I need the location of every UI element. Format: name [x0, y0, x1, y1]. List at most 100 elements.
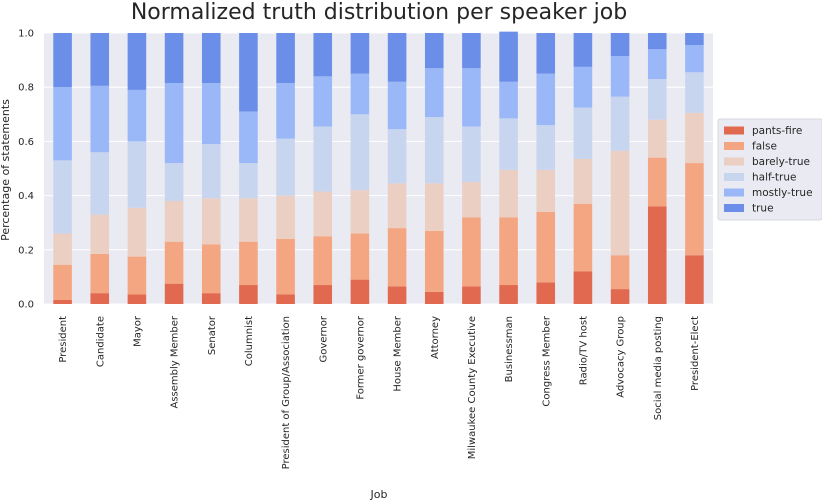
bar-segment-half-true: [127, 141, 147, 208]
legend-label-mostly-true: mostly-true: [752, 187, 813, 199]
x-tick-label: Former governor: [355, 315, 366, 400]
bar-segment-false: [499, 217, 518, 286]
legend-swatch-half-true: [724, 173, 744, 181]
bar-segment-true: [90, 33, 110, 86]
bar-segment-mostly-true: [387, 81, 407, 130]
bar-segment-pants-fire: [573, 271, 593, 304]
bar-segment-mostly-true: [685, 45, 704, 73]
bar-segment-mostly-true: [350, 73, 370, 115]
bar-segment-true: [536, 33, 556, 74]
y-axis-label: Percentage of statements: [0, 99, 12, 241]
bar-segment-true: [610, 33, 630, 57]
bar-segment-mostly-true: [90, 85, 110, 153]
bar-segment-mostly-true: [424, 68, 444, 118]
bar-segment-mostly-true: [647, 49, 667, 80]
bar-segment-pants-fire: [647, 206, 667, 304]
x-tick-label: Columnist: [244, 316, 255, 366]
bar-segment-mostly-true: [313, 76, 333, 127]
bar-segment-true: [387, 33, 407, 82]
bar-segment-mostly-true: [276, 83, 295, 139]
x-tick-label: House Member: [393, 315, 404, 392]
bar-segment-half-true: [647, 79, 667, 120]
chart-title: Normalized truth distribution per speake…: [131, 0, 627, 25]
bar-segment-false: [239, 241, 258, 286]
x-tick-label: Radio/TV host: [578, 316, 589, 385]
bar-segment-false: [573, 203, 593, 272]
bar-segment-mostly-true: [53, 87, 72, 161]
x-tick-label: Senator: [207, 315, 218, 355]
bar-segment-half-true: [53, 160, 72, 234]
bar-segment-false: [90, 253, 110, 294]
x-tick-label: Congress Member: [541, 315, 552, 406]
legend-swatch-barely-true: [724, 157, 744, 166]
bar-segment-pants-fire: [239, 285, 258, 304]
bar-segment-pants-fire: [313, 285, 333, 304]
bar-segment-half-true: [164, 163, 184, 202]
bar-segment-barely-true: [239, 198, 258, 242]
legend-swatch-true: [724, 204, 744, 212]
y-tick-label: 0.8: [18, 83, 34, 94]
y-tick-label: 0.4: [18, 191, 34, 202]
x-axis-label: Job: [370, 488, 388, 501]
x-tick-label: Candidate: [95, 316, 106, 367]
bar-segment-true: [685, 33, 704, 46]
bar-segment-half-true: [239, 163, 258, 199]
bar-segment-barely-true: [536, 169, 556, 212]
bar-segment-mostly-true: [536, 73, 556, 126]
legend-label-true: true: [752, 203, 774, 215]
bar-segment-pants-fire: [536, 282, 556, 304]
bar-segment-true: [313, 33, 333, 77]
bar-segment-half-true: [350, 114, 370, 191]
bar-segment-true: [239, 33, 258, 112]
bar-segment-pants-fire: [164, 283, 184, 304]
legend-label-pants-fire: pants-fire: [752, 125, 802, 137]
legend-label-false: false: [752, 141, 777, 153]
bar-segment-true: [164, 33, 184, 84]
bar-segment-barely-true: [647, 119, 667, 158]
bar-segment-pants-fire: [610, 289, 630, 304]
bar-segment-barely-true: [201, 198, 221, 245]
bar-segment-mostly-true: [499, 81, 518, 119]
legend-label-barely-true: barely-true: [752, 156, 810, 168]
bar-segment-half-true: [462, 126, 481, 183]
bar-segment-mostly-true: [573, 66, 593, 108]
bar-segment-half-true: [685, 72, 704, 113]
bar-segment-false: [127, 256, 147, 295]
x-tick-label: President of Group/Association: [281, 316, 292, 469]
x-tick-label: Attorney: [430, 316, 441, 359]
bar-segment-false: [276, 238, 295, 295]
bar-segment-barely-true: [164, 201, 184, 242]
bar-segment-true: [127, 33, 147, 90]
bar-segment-pants-fire: [685, 255, 704, 304]
legend-swatch-pants-fire: [724, 126, 744, 135]
bar-segment-pants-fire: [127, 294, 147, 304]
bar-segment-half-true: [90, 152, 110, 215]
bar-segment-half-true: [276, 138, 295, 196]
bar-segment-barely-true: [350, 190, 370, 234]
y-tick-label: 0.0: [18, 300, 34, 311]
bar-segment-mostly-true: [462, 68, 481, 127]
bar-segment-true: [201, 33, 221, 84]
bar-segment-barely-true: [424, 183, 444, 231]
bar-segment-barely-true: [685, 112, 704, 164]
bar-segment-half-true: [499, 118, 518, 170]
x-tick-label: President: [58, 316, 69, 363]
bar-segment-half-true: [313, 126, 333, 192]
bar-segment-false: [350, 233, 370, 280]
bar-segment-half-true: [201, 144, 221, 199]
x-tick-label: Governor: [318, 315, 329, 362]
legend: pants-fire false barely-true half-true mostl…: [717, 118, 822, 221]
legend-box: [717, 118, 822, 221]
bar-segment-pants-fire: [201, 293, 221, 304]
bar-segment-false: [424, 230, 444, 292]
bar-segment-pants-fire: [350, 279, 370, 304]
bar-segment-false: [536, 211, 556, 283]
bar-segment-false: [53, 264, 72, 300]
bar-segment-barely-true: [276, 195, 295, 239]
x-tick-label: Milwaukee County Executive: [467, 316, 478, 459]
bar-segment-true: [424, 33, 444, 69]
bar-segment-pants-fire: [53, 299, 72, 304]
bar-segment-true: [647, 33, 667, 50]
bar-segment-mostly-true: [610, 56, 630, 97]
bar-segment-false: [610, 255, 630, 290]
